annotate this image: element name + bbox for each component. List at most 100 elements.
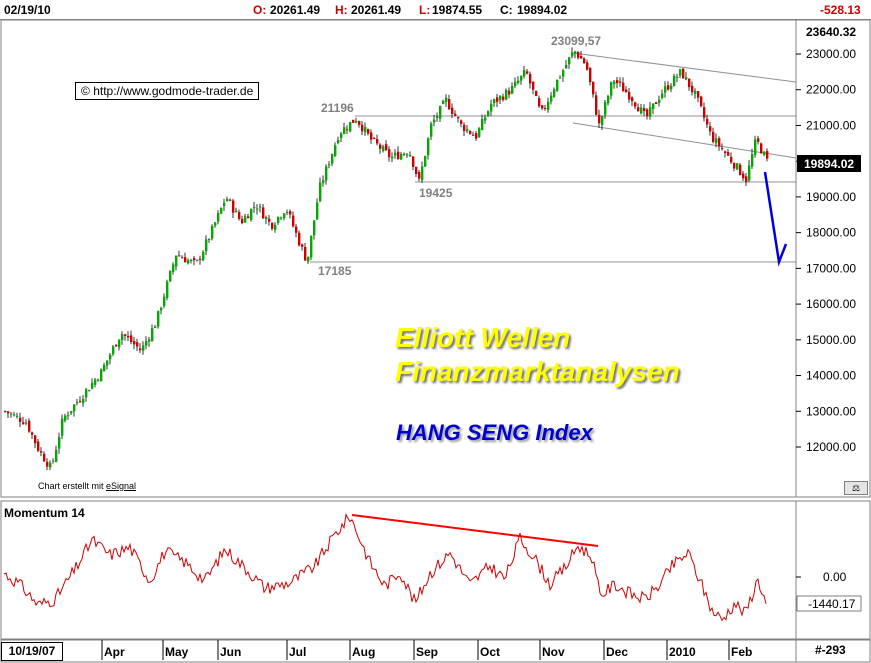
candle-body	[325, 166, 328, 181]
candle-body	[316, 202, 319, 220]
candle-body	[442, 101, 445, 104]
candle-body	[142, 345, 145, 351]
candle-body	[238, 212, 241, 219]
candle-body	[244, 216, 247, 223]
time-tick-label: Oct	[480, 645, 500, 659]
candle-body	[295, 226, 298, 233]
candle-body	[748, 165, 751, 181]
candle-body	[13, 414, 16, 416]
price-tick-label: 17000.00	[806, 261, 856, 275]
candle-body	[676, 76, 679, 78]
candle-body	[157, 310, 160, 327]
candle-body	[322, 180, 325, 184]
candle-body	[361, 124, 364, 132]
corner-frame	[795, 639, 871, 663]
start-date-field[interactable]: 10/19/07	[1, 642, 63, 661]
copyright-box[interactable]: © http://www.godmode-trader.de	[75, 82, 260, 100]
time-tick-label: Dec	[606, 645, 628, 659]
candle-body	[616, 80, 619, 84]
candle-body	[304, 246, 307, 261]
candle-body	[145, 340, 148, 346]
candle-body	[541, 105, 544, 109]
candle-body	[109, 354, 112, 360]
candle-body	[448, 99, 451, 110]
candle-body	[703, 107, 706, 118]
candle-body	[22, 422, 25, 424]
current-price-marker	[797, 155, 861, 172]
candle-body	[352, 119, 355, 123]
candle-body	[664, 86, 667, 93]
candle-body	[331, 154, 334, 164]
candle-body	[484, 117, 487, 121]
candle-body	[523, 70, 526, 77]
candle-body	[712, 131, 715, 142]
candle-body	[217, 212, 220, 222]
candle-body	[595, 95, 598, 115]
candle-body	[133, 341, 136, 345]
candle-body	[490, 103, 493, 112]
candle-body	[4, 411, 7, 413]
candle-body	[286, 211, 289, 213]
candle-body	[685, 77, 688, 80]
time-tick-label: Feb	[731, 645, 752, 659]
candle-body	[589, 67, 592, 83]
chart-credit: Chart erstellt mit eSignal	[38, 481, 136, 491]
price-axis-ticks: 23000.0022000.0021000.0020000.0019000.00…	[796, 47, 856, 454]
ohlc-header: 02/19/10 O: 20261.49 H: 20261.49 L: 1987…	[0, 0, 871, 20]
candle-body	[226, 199, 229, 202]
price-tick-label: 19000.00	[806, 190, 856, 204]
candle-body	[112, 346, 115, 355]
candle-body	[472, 134, 475, 136]
candle-body	[343, 127, 346, 134]
candle-body	[7, 411, 10, 414]
candle-body	[433, 119, 436, 123]
candle-body	[70, 411, 73, 414]
candle-body	[220, 207, 223, 214]
scale-icon[interactable]: ⚖	[844, 481, 868, 495]
candle-body	[172, 264, 175, 272]
candle-body	[466, 129, 469, 132]
candle-body	[379, 144, 382, 149]
candle-body	[568, 57, 571, 65]
candle-body	[268, 218, 271, 222]
time-tick-label: Jun	[220, 645, 241, 659]
candle-body	[640, 107, 643, 114]
candle-body	[577, 52, 580, 58]
price-tick-label: 15000.00	[806, 333, 856, 347]
candle-body	[493, 99, 496, 104]
candle-body	[28, 420, 31, 432]
time-tick-label: Aug	[352, 645, 375, 659]
candle-body	[376, 138, 379, 144]
candle-body	[130, 335, 133, 342]
candle-body	[421, 166, 424, 181]
candle-body	[76, 402, 79, 404]
candle-body	[427, 138, 430, 156]
candle-body	[625, 89, 628, 93]
candle-body	[673, 75, 676, 87]
candle-body	[406, 154, 409, 156]
candle-body	[208, 239, 211, 241]
candle-body	[10, 413, 13, 415]
candle-body	[175, 255, 178, 267]
candle-body	[451, 107, 454, 114]
candle-body	[658, 99, 661, 103]
candle-body	[517, 80, 520, 84]
candle-body	[163, 296, 166, 307]
time-axis-ticks: Apr May Jun Jul Aug Sep Oct Nov Dec 2010 Feb	[101, 640, 752, 660]
candle-body	[559, 77, 562, 79]
credit-prefix: Chart erstellt mit	[38, 481, 107, 491]
header-date: 02/19/10	[4, 3, 51, 17]
momentum-current-label: -1440.17	[808, 597, 856, 611]
momentum-title: Momentum 14	[4, 506, 85, 520]
copyright-url[interactable]: http://www.godmode-trader.de	[93, 84, 254, 98]
candle-body	[385, 144, 388, 151]
candle-body	[613, 81, 616, 85]
candle-body	[169, 270, 172, 282]
candle-body	[388, 149, 391, 158]
candle-body	[709, 126, 712, 132]
candle-body	[694, 90, 697, 95]
candle-body	[118, 339, 121, 348]
esignal-link[interactable]: eSignal	[106, 481, 137, 491]
candle-body	[277, 216, 280, 223]
watermark-line2: Finanzmarktanalysen	[395, 356, 680, 387]
